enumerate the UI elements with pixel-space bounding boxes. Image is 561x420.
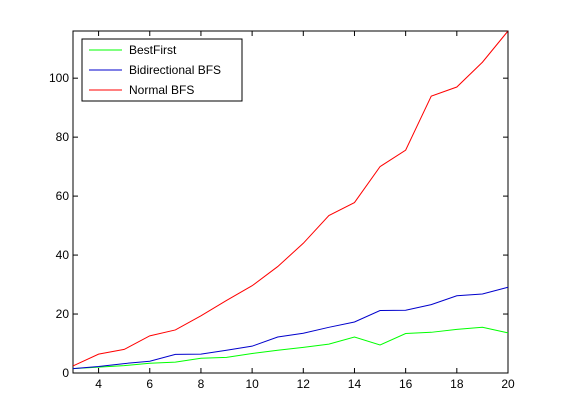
x-tick-label: 6: [146, 377, 153, 391]
series-line-bestfirst: [72, 326, 509, 370]
y-tick-label: 20: [56, 307, 70, 321]
y-tick-label: 0: [62, 366, 69, 380]
x-tick-label: 14: [348, 377, 362, 391]
series-line-normal-bfs: [72, 30, 509, 367]
legend-label: BestFirst: [129, 43, 177, 57]
legend-label: Normal BFS: [129, 83, 194, 97]
y-tick-label: 60: [56, 189, 70, 203]
series-line-bidirectional-bfs: [72, 286, 509, 370]
y-tick-label: 100: [49, 71, 69, 85]
legend: BestFirst Bidirectional BFS Normal BFS: [81, 38, 243, 102]
x-tick-label: 20: [501, 377, 515, 391]
axis-ticks: 4 6 8 10 12 14 16 18 20 0 20 40 60 80 100: [49, 31, 515, 391]
x-tick-label: 18: [450, 377, 464, 391]
y-tick-label: 40: [56, 248, 70, 262]
x-tick-label: 4: [95, 377, 102, 391]
x-tick-label: 8: [198, 377, 205, 391]
y-tick-label: 80: [56, 130, 70, 144]
x-tick-label: 16: [399, 377, 413, 391]
x-tick-label: 12: [297, 377, 311, 391]
series-lines: [72, 30, 509, 370]
x-tick-label: 10: [245, 377, 259, 391]
legend-label: Bidirectional BFS: [129, 63, 221, 77]
